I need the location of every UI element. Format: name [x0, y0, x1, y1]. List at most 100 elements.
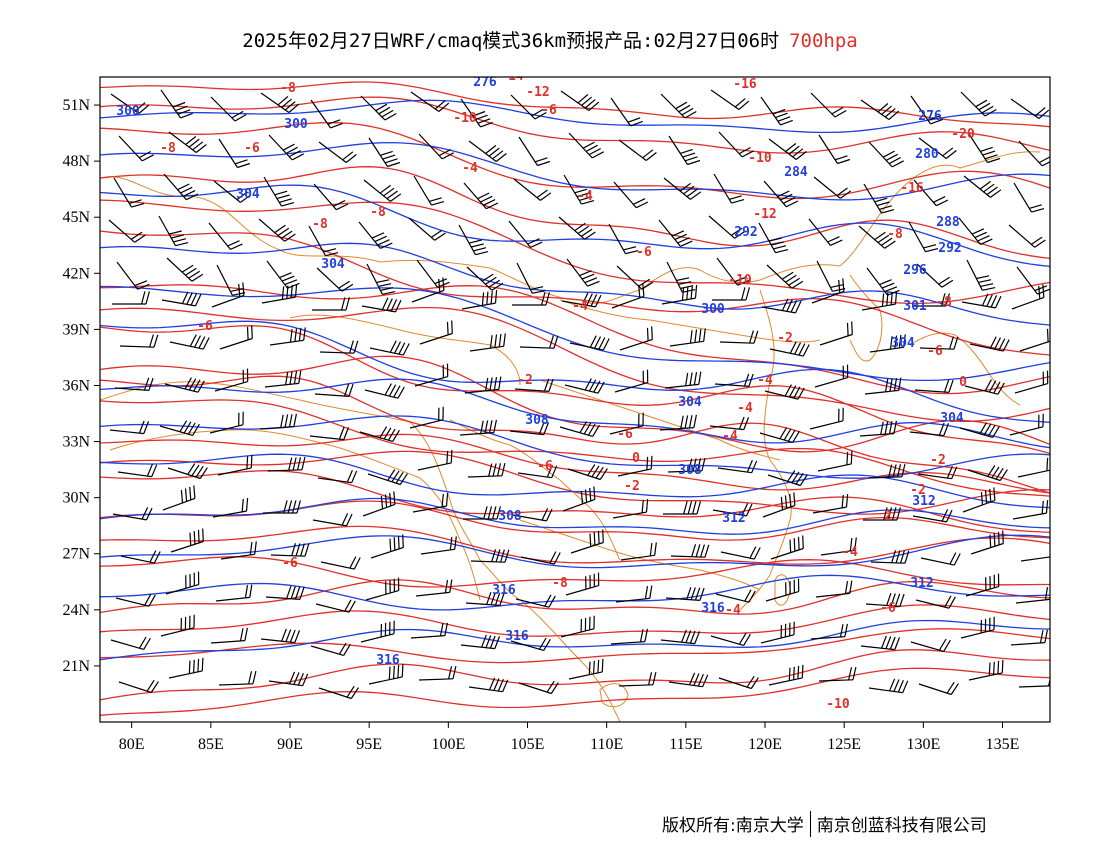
wind-barb-icon [514, 378, 554, 392]
wind-barb-icon [517, 464, 558, 479]
wind-barb-icon [760, 621, 795, 644]
temperature-isotherm [100, 199, 1050, 305]
credits-divider [809, 811, 811, 837]
wind-barb-icon [918, 137, 957, 159]
wind-barb-icon [970, 530, 1004, 555]
longitude-axis: 80E 85E 90E 95E 100E 105E 110E 115E 120E 125E 130E… [119, 722, 1019, 753]
wind-barb-icon [365, 577, 400, 601]
lon-tick-label: 105E [511, 736, 545, 753]
wind-barb-icon [758, 222, 789, 254]
wind-barb-icon [920, 552, 961, 566]
height-label: 301 [903, 299, 927, 314]
lon-tick-label: 115E [669, 736, 702, 753]
wind-barb-icon [867, 463, 906, 479]
wind-barb-icon [1018, 677, 1050, 688]
wind-barb-icon [460, 98, 493, 128]
wind-barb-icon [367, 469, 408, 486]
height-label: 300 [116, 104, 140, 119]
wind-barb-icon [866, 267, 900, 296]
geopotential-isoline [100, 99, 1050, 134]
wind-barb-icon [208, 222, 243, 250]
temperature-isotherm [100, 525, 1050, 565]
wind-barb-icon [811, 278, 845, 304]
wind-barb-icon [909, 422, 950, 437]
lat-tick-label: 36N [62, 377, 90, 394]
wind-barb-icon [765, 578, 800, 602]
height-label: 308 [498, 509, 522, 524]
temperature-label: -2 [517, 373, 533, 388]
wind-barbs [108, 89, 1050, 700]
wind-barb-icon [714, 373, 754, 387]
temperature-label: -20 [951, 127, 975, 142]
wind-barb-icon [418, 665, 457, 681]
wind-barb-icon [308, 225, 339, 257]
wind-barb-icon [160, 89, 193, 119]
pressure-level-label: 700hpa [789, 30, 858, 52]
wind-barb-icon [559, 421, 600, 437]
korea-outline [849, 274, 883, 362]
wind-barb-icon [170, 528, 204, 553]
geopotential-isoline [100, 415, 1050, 479]
wind-barb-icon [615, 585, 653, 603]
wind-barb-icon [261, 284, 298, 304]
geopotential-isoline [100, 242, 1050, 326]
china-border-north [100, 151, 1041, 304]
temperature-label: -6 [244, 141, 260, 156]
wind-barb-icon [412, 493, 449, 513]
wind-barb-icon [611, 283, 645, 309]
wind-barb-icon [913, 179, 949, 207]
wind-barb-icon [112, 291, 150, 305]
wind-barb-icon [860, 99, 900, 120]
wind-barb-icon [712, 287, 750, 301]
temperature-isotherm [100, 399, 1050, 497]
wind-barb-icon [366, 263, 396, 295]
geopotential-isoline [100, 378, 1050, 449]
wind-barb-icon [461, 290, 498, 310]
wind-barb-icon [463, 182, 499, 210]
wind-barb-icon [211, 282, 245, 308]
wind-barb-icon [216, 264, 246, 296]
wind-barb-icon [108, 219, 146, 243]
wind-barb-icon [513, 178, 552, 201]
wind-barb-icon [310, 99, 343, 129]
wind-barb-icon [318, 685, 359, 700]
wind-barb-icon [1009, 413, 1044, 436]
temperature-label: -6 [927, 344, 943, 359]
wind-barb-icon [267, 456, 306, 472]
wind-barb-icon [918, 681, 959, 696]
temperature-label: -10 [748, 151, 772, 166]
wind-barb-icon [614, 369, 649, 393]
wind-barb-icon [162, 485, 196, 511]
lat-tick-label: 33N [62, 434, 90, 451]
lon-tick-label: 80E [119, 736, 145, 753]
temperature-label: -14 [500, 69, 524, 84]
temperature-label: -2 [930, 453, 946, 468]
wind-barb-icon [910, 95, 943, 125]
wind-barb-icon [716, 257, 750, 286]
wind-barb-icon [961, 293, 1002, 309]
wind-barb-icon [469, 333, 506, 352]
title-text: 2025年02月27日WRF/cmaq模式36km预报产品:02月27日06时 [242, 30, 780, 52]
wind-barb-icon [313, 183, 349, 211]
wind-barb-icon [1020, 554, 1050, 562]
wind-barb-icon [808, 218, 843, 246]
wind-barb-icon [467, 462, 506, 478]
temperature-label: -12 [753, 207, 776, 222]
wind-barb-icon [163, 173, 199, 201]
wind-barb-icon [719, 330, 759, 344]
wind-barb-icon [816, 260, 846, 292]
wind-barb-icon [1010, 98, 1050, 119]
wind-barb-icon [512, 292, 550, 306]
wind-barb-icon [915, 595, 956, 609]
latitude-axis: 51N 48N 45N 42N 39N 36N 33N 30N 27N 24N 21N [62, 97, 100, 675]
lat-tick-label: 42N [62, 265, 90, 282]
temperature-label: -10 [826, 697, 850, 712]
height-label: 308 [678, 463, 702, 478]
wind-barb-icon [510, 94, 547, 120]
wind-barb-icon [369, 340, 410, 356]
wind-barb-icon [117, 463, 158, 478]
wind-barb-icon [964, 379, 1005, 395]
plot-frame [99, 76, 1051, 723]
wind-barb-icon [1015, 587, 1050, 604]
wind-barb-icon [463, 506, 501, 520]
